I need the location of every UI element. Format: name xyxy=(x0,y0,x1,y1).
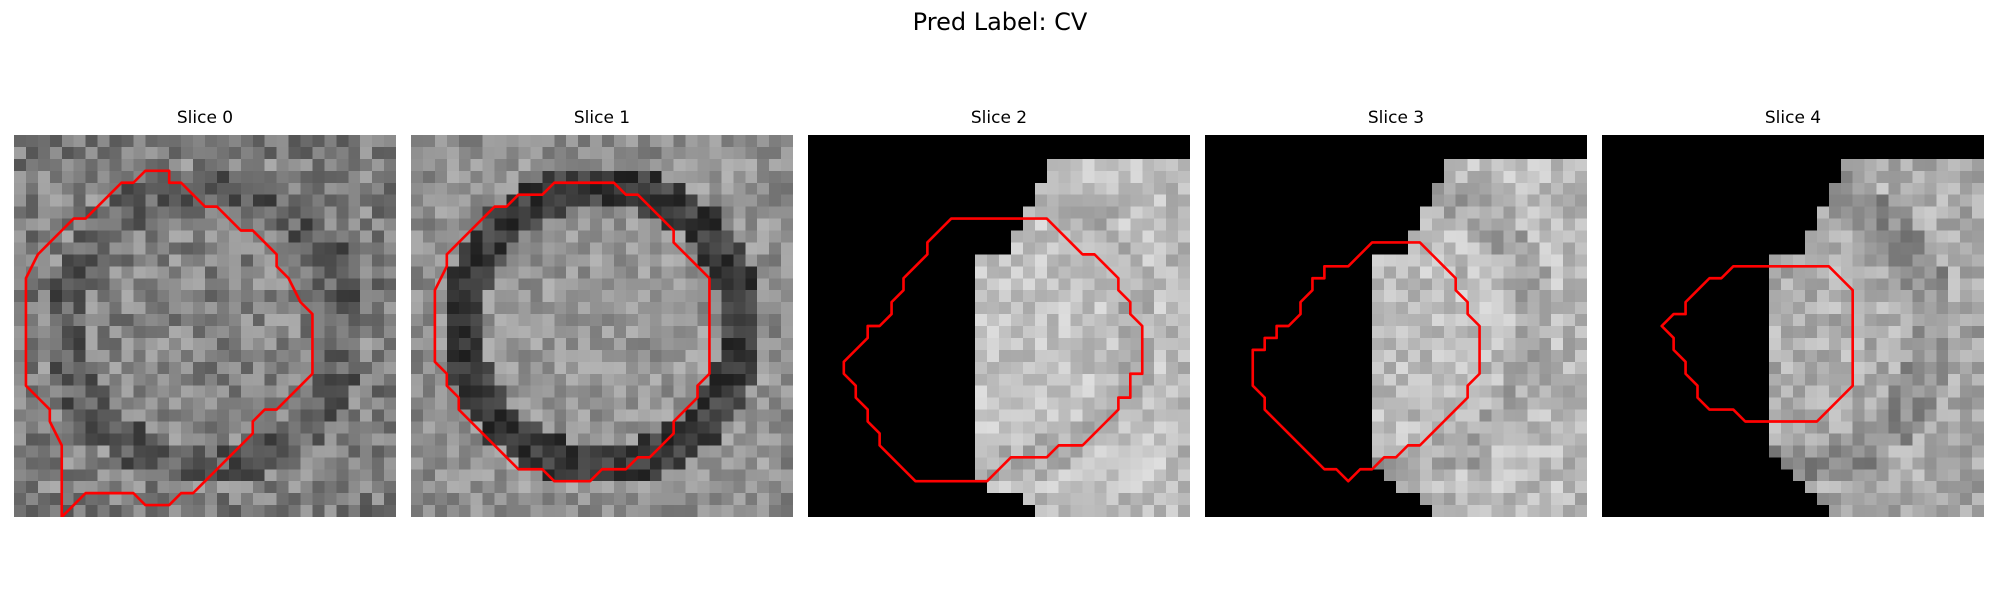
slice-4-title: Slice 4 xyxy=(1764,108,1822,128)
slice-2-contour xyxy=(842,217,1144,483)
figure-title: Pred Label: CV xyxy=(912,8,1088,36)
slice-0-contour xyxy=(24,169,314,517)
slice-1-image xyxy=(411,135,793,517)
slice-1-title: Slice 1 xyxy=(573,108,631,128)
slice-4-contour xyxy=(1660,264,1855,423)
slice-0-image xyxy=(14,135,396,517)
slice-3-contour xyxy=(1251,241,1481,483)
slice-2-image xyxy=(808,135,1190,517)
slice-3-image xyxy=(1205,135,1587,517)
slice-4-image xyxy=(1602,135,1984,517)
slice-3-title: Slice 3 xyxy=(1367,108,1425,128)
slice-1-contour xyxy=(433,181,711,483)
slice-2-title: Slice 2 xyxy=(970,108,1028,128)
slice-0-title: Slice 0 xyxy=(176,108,234,128)
